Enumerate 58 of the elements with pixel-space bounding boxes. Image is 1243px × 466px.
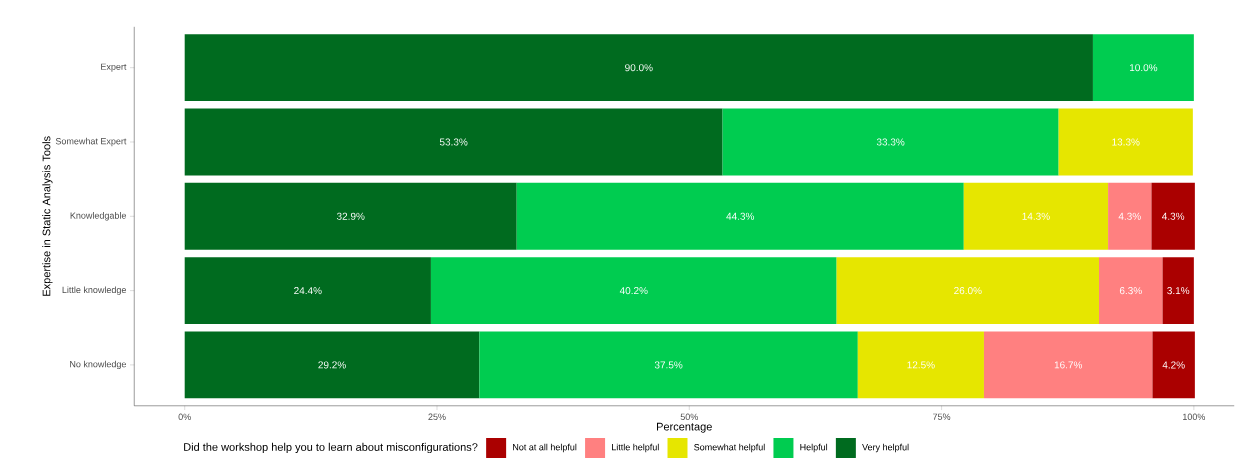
bar [963, 182, 1109, 250]
bar [516, 182, 964, 250]
bar [430, 257, 837, 325]
data-label: 40.2% [619, 287, 648, 295]
data-label: 12.5% [907, 361, 935, 369]
data-label: 32.9% [336, 212, 365, 220]
bar [479, 331, 858, 399]
data-label: 4.2% [1162, 361, 1185, 369]
bar [836, 257, 1099, 325]
legend-label: Not at all helpful [513, 443, 577, 453]
bar [184, 108, 723, 176]
bar [184, 182, 517, 250]
legend-label: Somewhat helpful [694, 443, 765, 453]
y-tick-label: Little knowledge [62, 286, 127, 295]
bar [184, 257, 431, 325]
data-label: 90.0% [625, 64, 653, 72]
bar [1152, 331, 1195, 399]
data-label: 4.3% [1118, 212, 1141, 220]
bar [722, 108, 1059, 176]
y-tick-label: No knowledge [70, 360, 127, 370]
bar [857, 331, 984, 399]
bar [1058, 108, 1193, 176]
bar [1092, 34, 1194, 102]
y-axis-title: Expertise in Static Analysis Tools [42, 136, 53, 296]
bar [184, 34, 1093, 102]
data-label: 33.3% [876, 138, 905, 146]
data-label: 29.2% [318, 361, 346, 369]
bar [983, 331, 1153, 399]
bar [1099, 257, 1163, 325]
data-label: 4.3% [1162, 212, 1185, 220]
y-tick-label: Somewhat Expert [55, 137, 127, 147]
legend-label: Little helpful [612, 443, 659, 453]
data-label: 53.3% [439, 138, 468, 146]
y-tick-label: Knowledgable [70, 212, 127, 221]
data-label: 10.0% [1129, 64, 1158, 72]
data-label: 37.5% [654, 361, 683, 369]
x-tick-label: 75% [933, 413, 951, 420]
x-axis-title: Percentage [657, 422, 712, 433]
data-label: 26.0% [954, 287, 982, 295]
x-tick-label: 100% [1183, 413, 1206, 420]
legend-label: Helpful [800, 443, 828, 453]
data-label: 6.3% [1119, 287, 1142, 295]
y-tick-label: Expert [101, 63, 127, 72]
data-label: 14.3% [1022, 212, 1050, 220]
bar [184, 331, 480, 399]
data-label: 3.1% [1167, 287, 1190, 295]
data-label: 44.3% [726, 212, 755, 220]
data-label: 16.7% [1054, 361, 1083, 369]
x-tick-label: 25% [428, 413, 446, 420]
bar [1162, 257, 1194, 325]
bar [1108, 182, 1152, 250]
legend-label: Very helpful [862, 443, 909, 453]
x-tick-label: 50% [680, 413, 698, 420]
data-label: 24.4% [294, 287, 322, 295]
bar [1151, 182, 1195, 250]
legend-title: Did the workshop help you to learn about misconfigurations? [184, 442, 478, 454]
x-tick-label: 0% [178, 413, 191, 420]
data-label: 13.3% [1112, 138, 1140, 146]
